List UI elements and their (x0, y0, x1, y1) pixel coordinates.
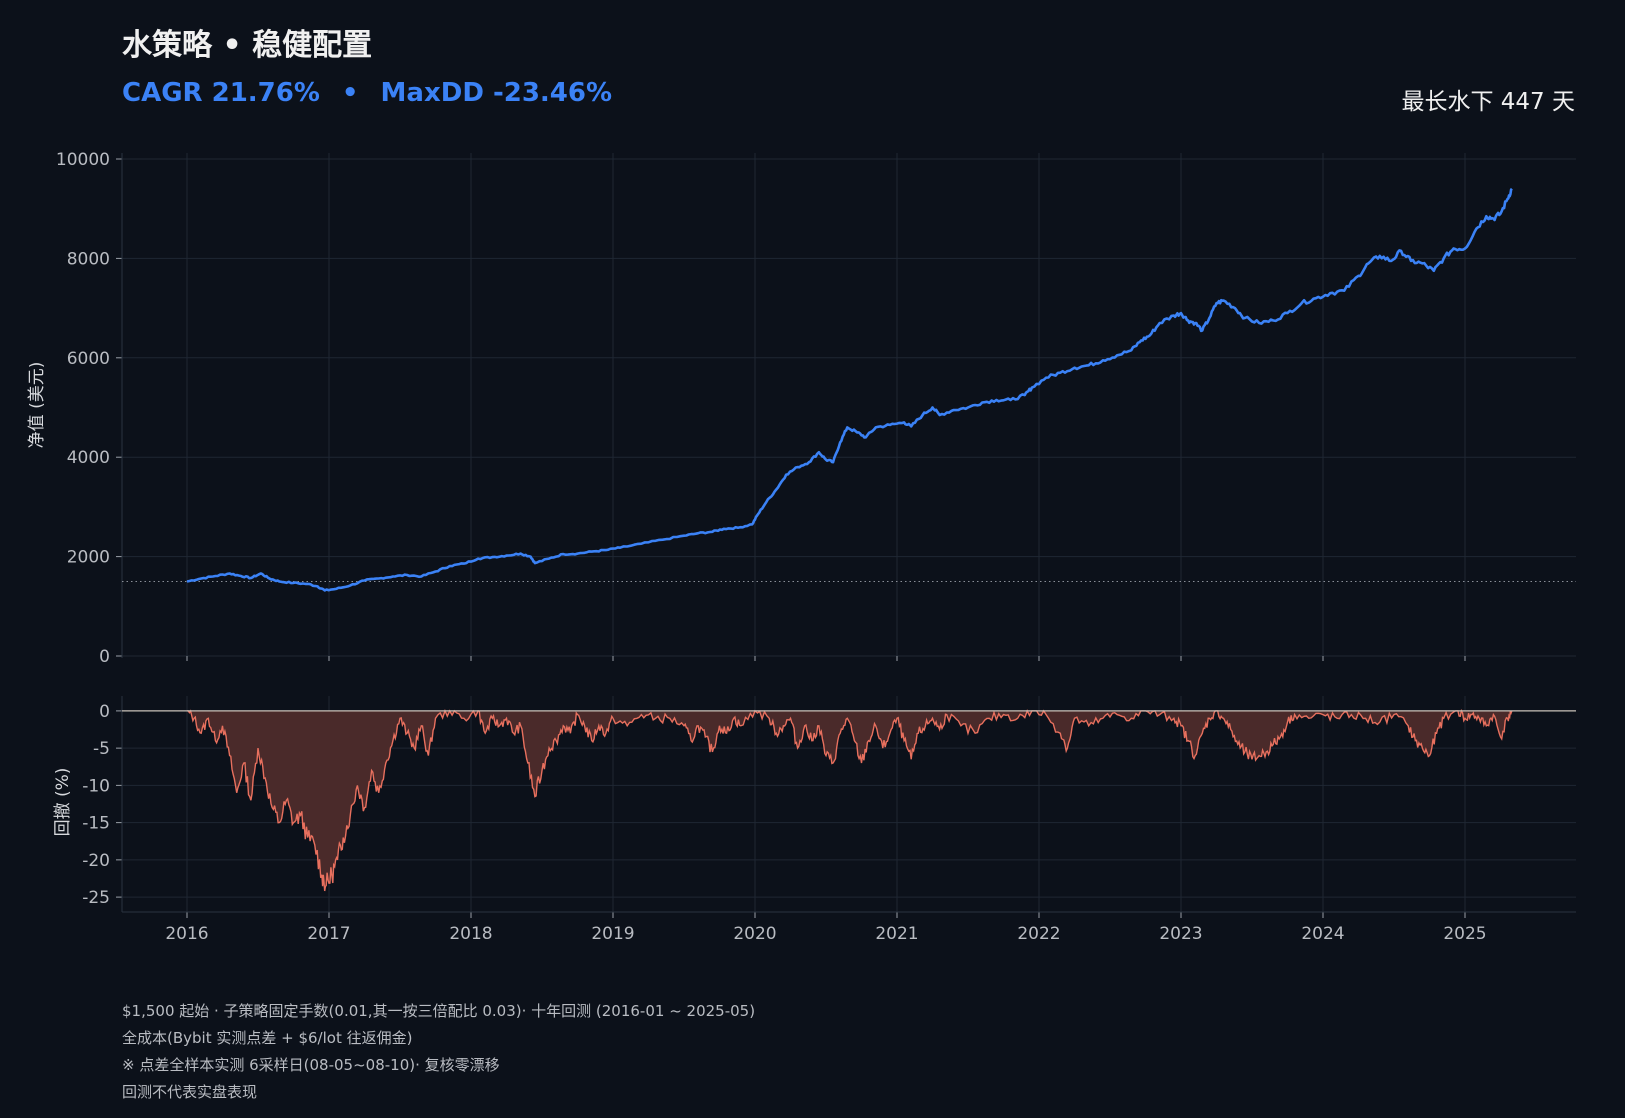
drawdown-panel: 0 -5 -10 -15 -20 -25 2016 2017 2018 2019 2020 2021 2… (82, 696, 1576, 944)
equity-series-line (186, 187, 1513, 592)
chart-canvas: 0 2000 4000 6000 8000 10000 0 -5 -10 -15 -20 -25 20… (27, 150, 1576, 944)
equity-y-axis-label: 净值 (美元) (27, 362, 47, 449)
footnote-line: 全成本(Bybit 实测点差 + $6/lot 往返佣金) (122, 1029, 413, 1047)
drawdown-y-tick-label: 0 (99, 702, 110, 722)
x-tick-label: 2025 (1443, 924, 1486, 944)
equity-y-tick-label: 6000 (67, 349, 110, 369)
longest-underwater-label: 最长水下 447 天 (1401, 89, 1575, 115)
x-tick-label: 2017 (307, 924, 350, 944)
metrics-separator: • (341, 78, 359, 108)
drawdown-area (187, 710, 1512, 891)
equity-y-tick-label: 0 (99, 647, 110, 667)
drawdown-series-line (187, 708, 1513, 892)
drawdown-y-tick-label: -10 (82, 776, 110, 796)
x-tick-label: 2016 (165, 924, 208, 944)
footnote-line: $1,500 起始 · 子策略固定手数(0.01,其一按三倍配比 0.03)· … (122, 1002, 756, 1020)
x-tick-label: 2018 (449, 924, 492, 944)
chart-title: 水策略 • 稳健配置 (122, 28, 373, 63)
x-tick-label: 2022 (1017, 924, 1060, 944)
maxdd-label: MaxDD -23.46% (380, 78, 613, 108)
x-tick-label: 2019 (591, 924, 634, 944)
equity-y-tick-label: 4000 (67, 448, 110, 468)
drawdown-y-tick-label: -20 (82, 851, 110, 871)
drawdown-y-tick-label: -15 (82, 814, 110, 834)
drawdown-y-axis-label: 回撤 (%) (53, 768, 73, 837)
drawdown-y-tick-label: -5 (93, 739, 110, 759)
cagr-label: CAGR 21.76% (122, 78, 320, 108)
equity-y-tick-label: 2000 (67, 548, 110, 568)
footnotes: $1,500 起始 · 子策略固定手数(0.01,其一按三倍配比 0.03)· … (122, 998, 755, 1106)
metrics-row: CAGR 21.76% • MaxDD -23.46% (122, 78, 612, 108)
x-tick-label: 2021 (875, 924, 918, 944)
x-tick-label: 2024 (1301, 924, 1344, 944)
drawdown-y-tick-label: -25 (82, 888, 110, 908)
equity-panel: 0 2000 4000 6000 8000 10000 (56, 150, 1576, 667)
equity-y-tick-label: 10000 (56, 150, 110, 170)
x-tick-label: 2020 (733, 924, 776, 944)
footnote-line: ※ 点差全样本实测 6采样日(08-05~08-10)· 复核零漂移 (122, 1056, 500, 1074)
equity-y-tick-label: 8000 (67, 249, 110, 269)
footnote-line: 回测不代表实盘表现 (122, 1083, 258, 1101)
x-tick-label: 2023 (1159, 924, 1202, 944)
